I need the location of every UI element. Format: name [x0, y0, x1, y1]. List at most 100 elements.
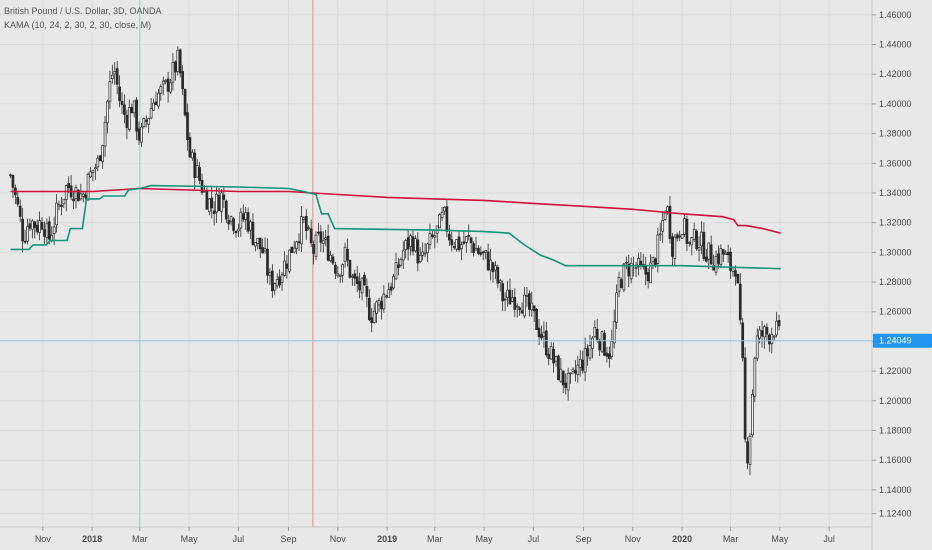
price-tick-label: 1.28000 [879, 277, 912, 287]
candle [615, 284, 618, 329]
candle [287, 249, 291, 274]
price-tick-label: 1.20000 [879, 396, 912, 406]
candle [540, 325, 543, 341]
time-tick-label: 2018 [82, 534, 102, 544]
candle-body [581, 359, 585, 371]
candle [389, 282, 393, 295]
candle-body [680, 234, 684, 239]
candle [404, 239, 408, 259]
candle-body [77, 189, 80, 202]
candle [91, 169, 95, 182]
candle-body [241, 213, 245, 220]
candle [474, 236, 478, 251]
candle-body [421, 251, 425, 256]
candle-body [627, 263, 631, 277]
candle [561, 370, 565, 393]
candle-body [195, 165, 199, 178]
candle-body [60, 204, 63, 207]
candle [518, 305, 521, 316]
candle [772, 334, 776, 342]
candle-body [639, 260, 643, 266]
candle [154, 91, 158, 106]
candle-body [411, 236, 415, 252]
candle [23, 229, 27, 244]
candle-body [11, 175, 15, 188]
candle-body [431, 234, 434, 237]
symbol-title[interactable]: British Pound / U.S. Dollar, 3D, OANDA [4, 6, 162, 16]
candle-body [183, 89, 187, 116]
candle [734, 265, 737, 286]
candle [123, 94, 126, 124]
candle-body [748, 435, 752, 465]
time-axis[interactable]: Nov 2018 Mar May Jul Sep Nov 2019 Mar May Jul Sep No… [0, 526, 872, 544]
candle [508, 278, 512, 305]
candle [43, 221, 46, 245]
candle-body [646, 272, 650, 282]
candle-body [658, 233, 662, 236]
candle-body [329, 254, 332, 261]
candle [564, 373, 568, 395]
candle-body [212, 210, 216, 214]
price-tick-label: 1.44000 [879, 40, 912, 50]
candle [307, 225, 311, 231]
candle-body [81, 193, 85, 197]
candle-body [285, 263, 289, 269]
candle [775, 311, 778, 338]
candle-body [724, 252, 728, 255]
candle-body [571, 368, 575, 372]
candle [360, 276, 364, 301]
candle [605, 346, 609, 363]
candle [494, 261, 497, 280]
candle-body [557, 355, 560, 381]
candle-body [270, 270, 274, 292]
candle [709, 235, 713, 265]
candle-body [588, 345, 592, 359]
price-axis[interactable]: 1.46000 1.44000 1.42000 1.40000 1.38000 1.360… [871, 0, 932, 550]
candle [460, 241, 463, 261]
indicator-label[interactable]: KAMA (10, 24, 2, 30, 2, 30, close, M) [4, 20, 152, 30]
candle [137, 121, 141, 145]
candle-body [615, 292, 618, 323]
candle [64, 184, 68, 212]
candle-body [683, 218, 686, 235]
candle-body [617, 276, 621, 292]
candle [200, 173, 204, 195]
candle [685, 215, 689, 252]
candle [726, 244, 730, 263]
candle [244, 207, 248, 230]
candle [115, 61, 119, 95]
candle [452, 242, 456, 250]
candle-body [47, 221, 51, 240]
candle-body [462, 241, 466, 244]
candle [297, 233, 301, 251]
candle-body [297, 241, 301, 244]
candle-body [174, 61, 177, 73]
candle [98, 154, 102, 162]
candle [547, 347, 551, 366]
time-tick-label: Nov [330, 534, 347, 544]
candle [586, 344, 589, 366]
candle [246, 207, 250, 234]
candle [624, 256, 628, 270]
candle-body [130, 107, 134, 114]
candle-body [523, 294, 526, 317]
candle-body [387, 289, 391, 298]
candle-body [675, 234, 679, 239]
candle-body [67, 182, 71, 188]
candle-body [239, 211, 243, 229]
candle [96, 154, 100, 172]
candle [304, 209, 308, 240]
candle [210, 186, 214, 219]
candle-body [637, 257, 640, 268]
candle-body [508, 289, 512, 305]
candle-body [164, 79, 168, 82]
candle-body [714, 256, 718, 273]
candle-body [43, 229, 46, 237]
candle-body [540, 334, 543, 339]
candle-body [147, 117, 151, 125]
candle-body [394, 262, 398, 280]
candle [290, 246, 294, 253]
current-price-tag [873, 333, 932, 348]
